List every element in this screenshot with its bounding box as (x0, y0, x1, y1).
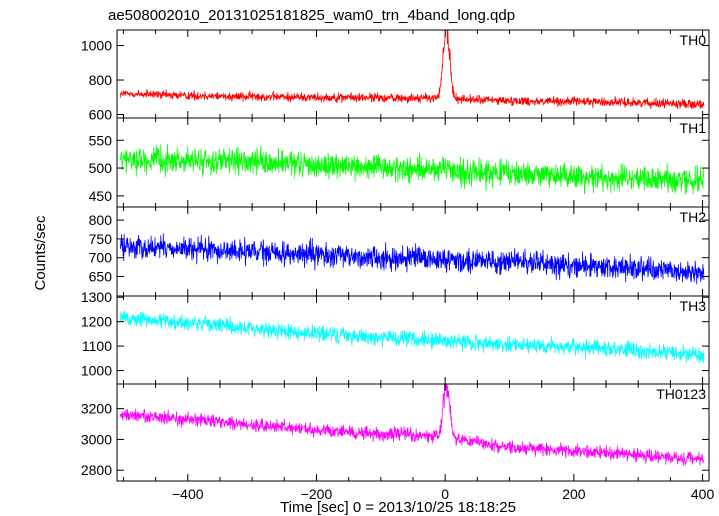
y-axis-label: Counts/sec (32, 215, 49, 291)
panel-th0123-ytick-label: 2800 (81, 462, 112, 478)
panel-th0-label: TH0 (680, 32, 707, 48)
panel-th3-series (119, 309, 705, 364)
panels-group: 600 800 1000 TH0 450 500 550 TH1 650 700 750 800 TH2… (81, 29, 715, 502)
xtick-label: 400 (691, 486, 715, 502)
panel-th2: 650 700 750 800 TH2 (89, 206, 710, 297)
xtick-label: −400 (172, 486, 204, 502)
panel-th3: 1000 1100 1200 1300 TH3 (81, 289, 710, 385)
panel-th0-ytick-label: 600 (89, 107, 113, 123)
panel-th2-label: TH2 (680, 209, 707, 225)
panel-th2-ytick-label: 650 (89, 268, 113, 284)
panel-th0123-series (119, 384, 705, 466)
panel-th0123-label: TH0123 (656, 386, 706, 402)
xtick-label: 200 (562, 486, 586, 502)
panel-th3-label: TH3 (680, 298, 707, 314)
x-axis-label: Time [sec] 0 = 2013/10/25 18:18:25 (280, 499, 516, 516)
chart-title: ae508002010_20131025181825_wam0_trn_4ban… (108, 7, 515, 24)
panel-th1-label: TH1 (680, 120, 707, 136)
panel-th1-ytick-label: 450 (89, 188, 113, 204)
panel-th1-ytick-label: 500 (89, 160, 113, 176)
panel-th0123-ytick-label: 3000 (81, 431, 112, 447)
panel-th3-ytick-label: 1300 (81, 289, 112, 305)
panel-th3-ytick-label: 1200 (81, 314, 112, 330)
panel-th3-ytick-label: 1100 (82, 338, 112, 354)
panel-th0123-ytick-label: 3200 (81, 401, 112, 417)
panel-th2-ytick-label: 800 (89, 212, 113, 228)
panel-th3-ytick-label: 1000 (81, 363, 112, 379)
panel-th2-series (119, 233, 705, 285)
panel-th0: 600 800 1000 TH0 (81, 29, 710, 123)
panel-th0-ytick-label: 1000 (81, 38, 112, 54)
panel-th1-ytick-label: 550 (89, 132, 113, 148)
panel-th1-frame (116, 117, 710, 208)
xtick-label: −200 (301, 486, 333, 502)
panel-th1: 450 500 550 TH1 (89, 117, 710, 208)
panel-th0-ytick-label: 800 (89, 72, 113, 88)
panel-th1-series (119, 144, 704, 195)
panel-th0-series (119, 30, 705, 110)
panel-th2-ytick-label: 750 (89, 231, 113, 247)
panel-th2-ytick-label: 700 (89, 250, 113, 266)
panel-th0123: 2800 3000 3200 TH0123 (81, 383, 710, 482)
xtick-label: 0 (441, 486, 449, 502)
